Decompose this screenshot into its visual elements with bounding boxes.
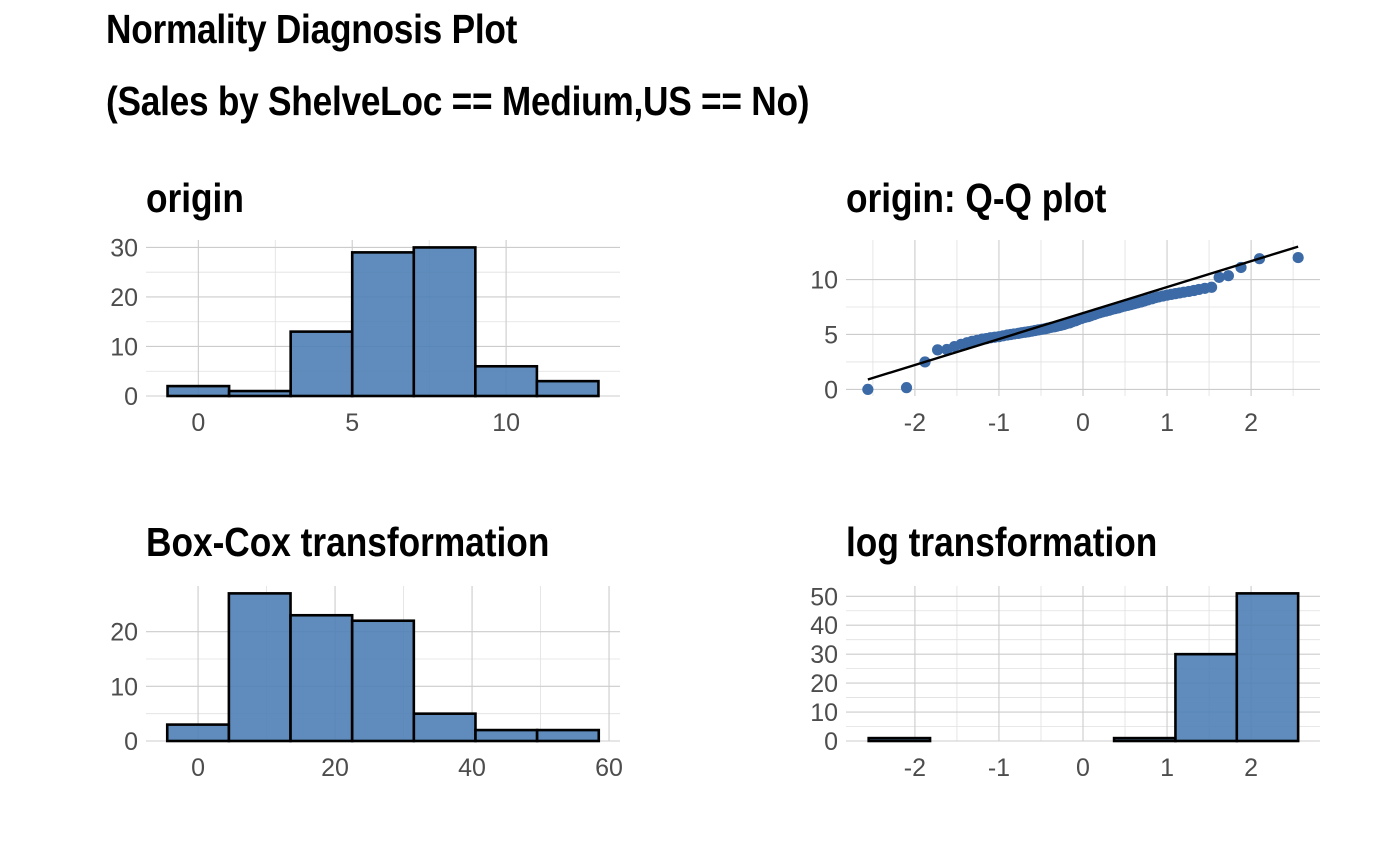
bars-log [867,592,1300,743]
x-tick-label: -2 [904,409,926,437]
y-tick-label: 5 [824,321,838,349]
qq-points [862,251,1304,396]
histogram-bar [474,728,539,743]
histogram-bar [867,736,932,743]
y-tick-label: 20 [110,619,138,647]
qq-point [1292,251,1304,264]
panel-qq-plot: origin: Q-Q plot -2 -1 0 1 2 0 5 10 [810,176,1320,437]
histogram-bar [412,246,477,398]
y-tick-label: 10 [810,267,838,295]
histogram-bar [289,330,354,398]
histogram-bar [350,251,416,398]
qq-point [1213,271,1225,283]
histogram-bar [412,712,477,743]
qq-point [1222,270,1234,282]
y-tick-label: 50 [810,583,838,611]
y-tick-label: 40 [810,612,838,640]
bars-boxcox [165,592,601,743]
y-tick-label: 0 [124,383,138,411]
y-tick-label: 0 [824,728,838,756]
histogram-bar [1174,652,1239,743]
x-tick-label: 10 [492,409,520,437]
y-tick-label: 10 [110,673,138,701]
x-tick-label: 60 [595,754,623,782]
panel-origin-histogram: origin 0 5 10 0 10 20 30 [110,176,620,437]
qq-point [862,383,874,396]
x-tick-label: 2 [1244,754,1258,782]
x-tick-label: 5 [345,409,359,437]
x-tick-label: -1 [988,754,1010,782]
histogram-bar [166,384,231,398]
panel-boxcox-histogram: Box-Cox transformation 0 20 40 60 0 10 20 [110,520,623,782]
x-tick-label: 40 [458,754,486,782]
histogram-bar [350,619,416,743]
x-tick-label: 20 [321,754,349,782]
qq-point [932,344,944,356]
y-tick-label: 20 [810,670,838,698]
x-tick-label: 0 [1076,754,1090,782]
histogram-bar [535,728,601,743]
x-tick-label: 0 [1076,409,1090,437]
histogram-bar [165,723,231,743]
y-tick-label: 0 [124,728,138,756]
panel-title-qq: origin: Q-Q plot [846,176,1107,222]
qq-reference-line [867,245,1299,381]
x-tick-label: -2 [904,754,926,782]
y-tick-label: 0 [824,376,838,404]
histogram-bar [289,613,354,743]
x-tick-label: 1 [1160,409,1174,437]
x-tick-label: 2 [1244,409,1258,437]
histogram-bar [474,364,539,398]
qq-point [1205,281,1218,293]
x-tick-label: -1 [988,409,1010,437]
y-tick-label: 30 [110,234,138,262]
x-tick-label: 0 [191,409,205,437]
qq-point [900,382,913,394]
histogram-bar [1235,592,1300,743]
y-tick-label: 10 [810,699,838,727]
chart-title-line-2: (Sales by ShelveLoc == Medium,US == No) [106,78,810,124]
chart-title-line-1: Normality Diagnosis Plot [106,6,518,52]
y-tick-label: 10 [110,333,138,361]
y-tick-label: 20 [110,284,138,312]
histogram-bar [535,379,600,398]
x-tick-label: 1 [1160,754,1174,782]
panel-title-origin: origin [146,176,244,222]
x-tick-label: 0 [191,754,205,782]
histogram-bar [227,389,292,398]
histogram-bar [227,592,292,743]
bars-origin [166,246,600,398]
panel-title-boxcox: Box-Cox transformation [146,520,549,566]
y-tick-label: 30 [810,641,838,669]
histogram-bar [1112,736,1177,743]
panel-title-log: log transformation [846,520,1157,566]
